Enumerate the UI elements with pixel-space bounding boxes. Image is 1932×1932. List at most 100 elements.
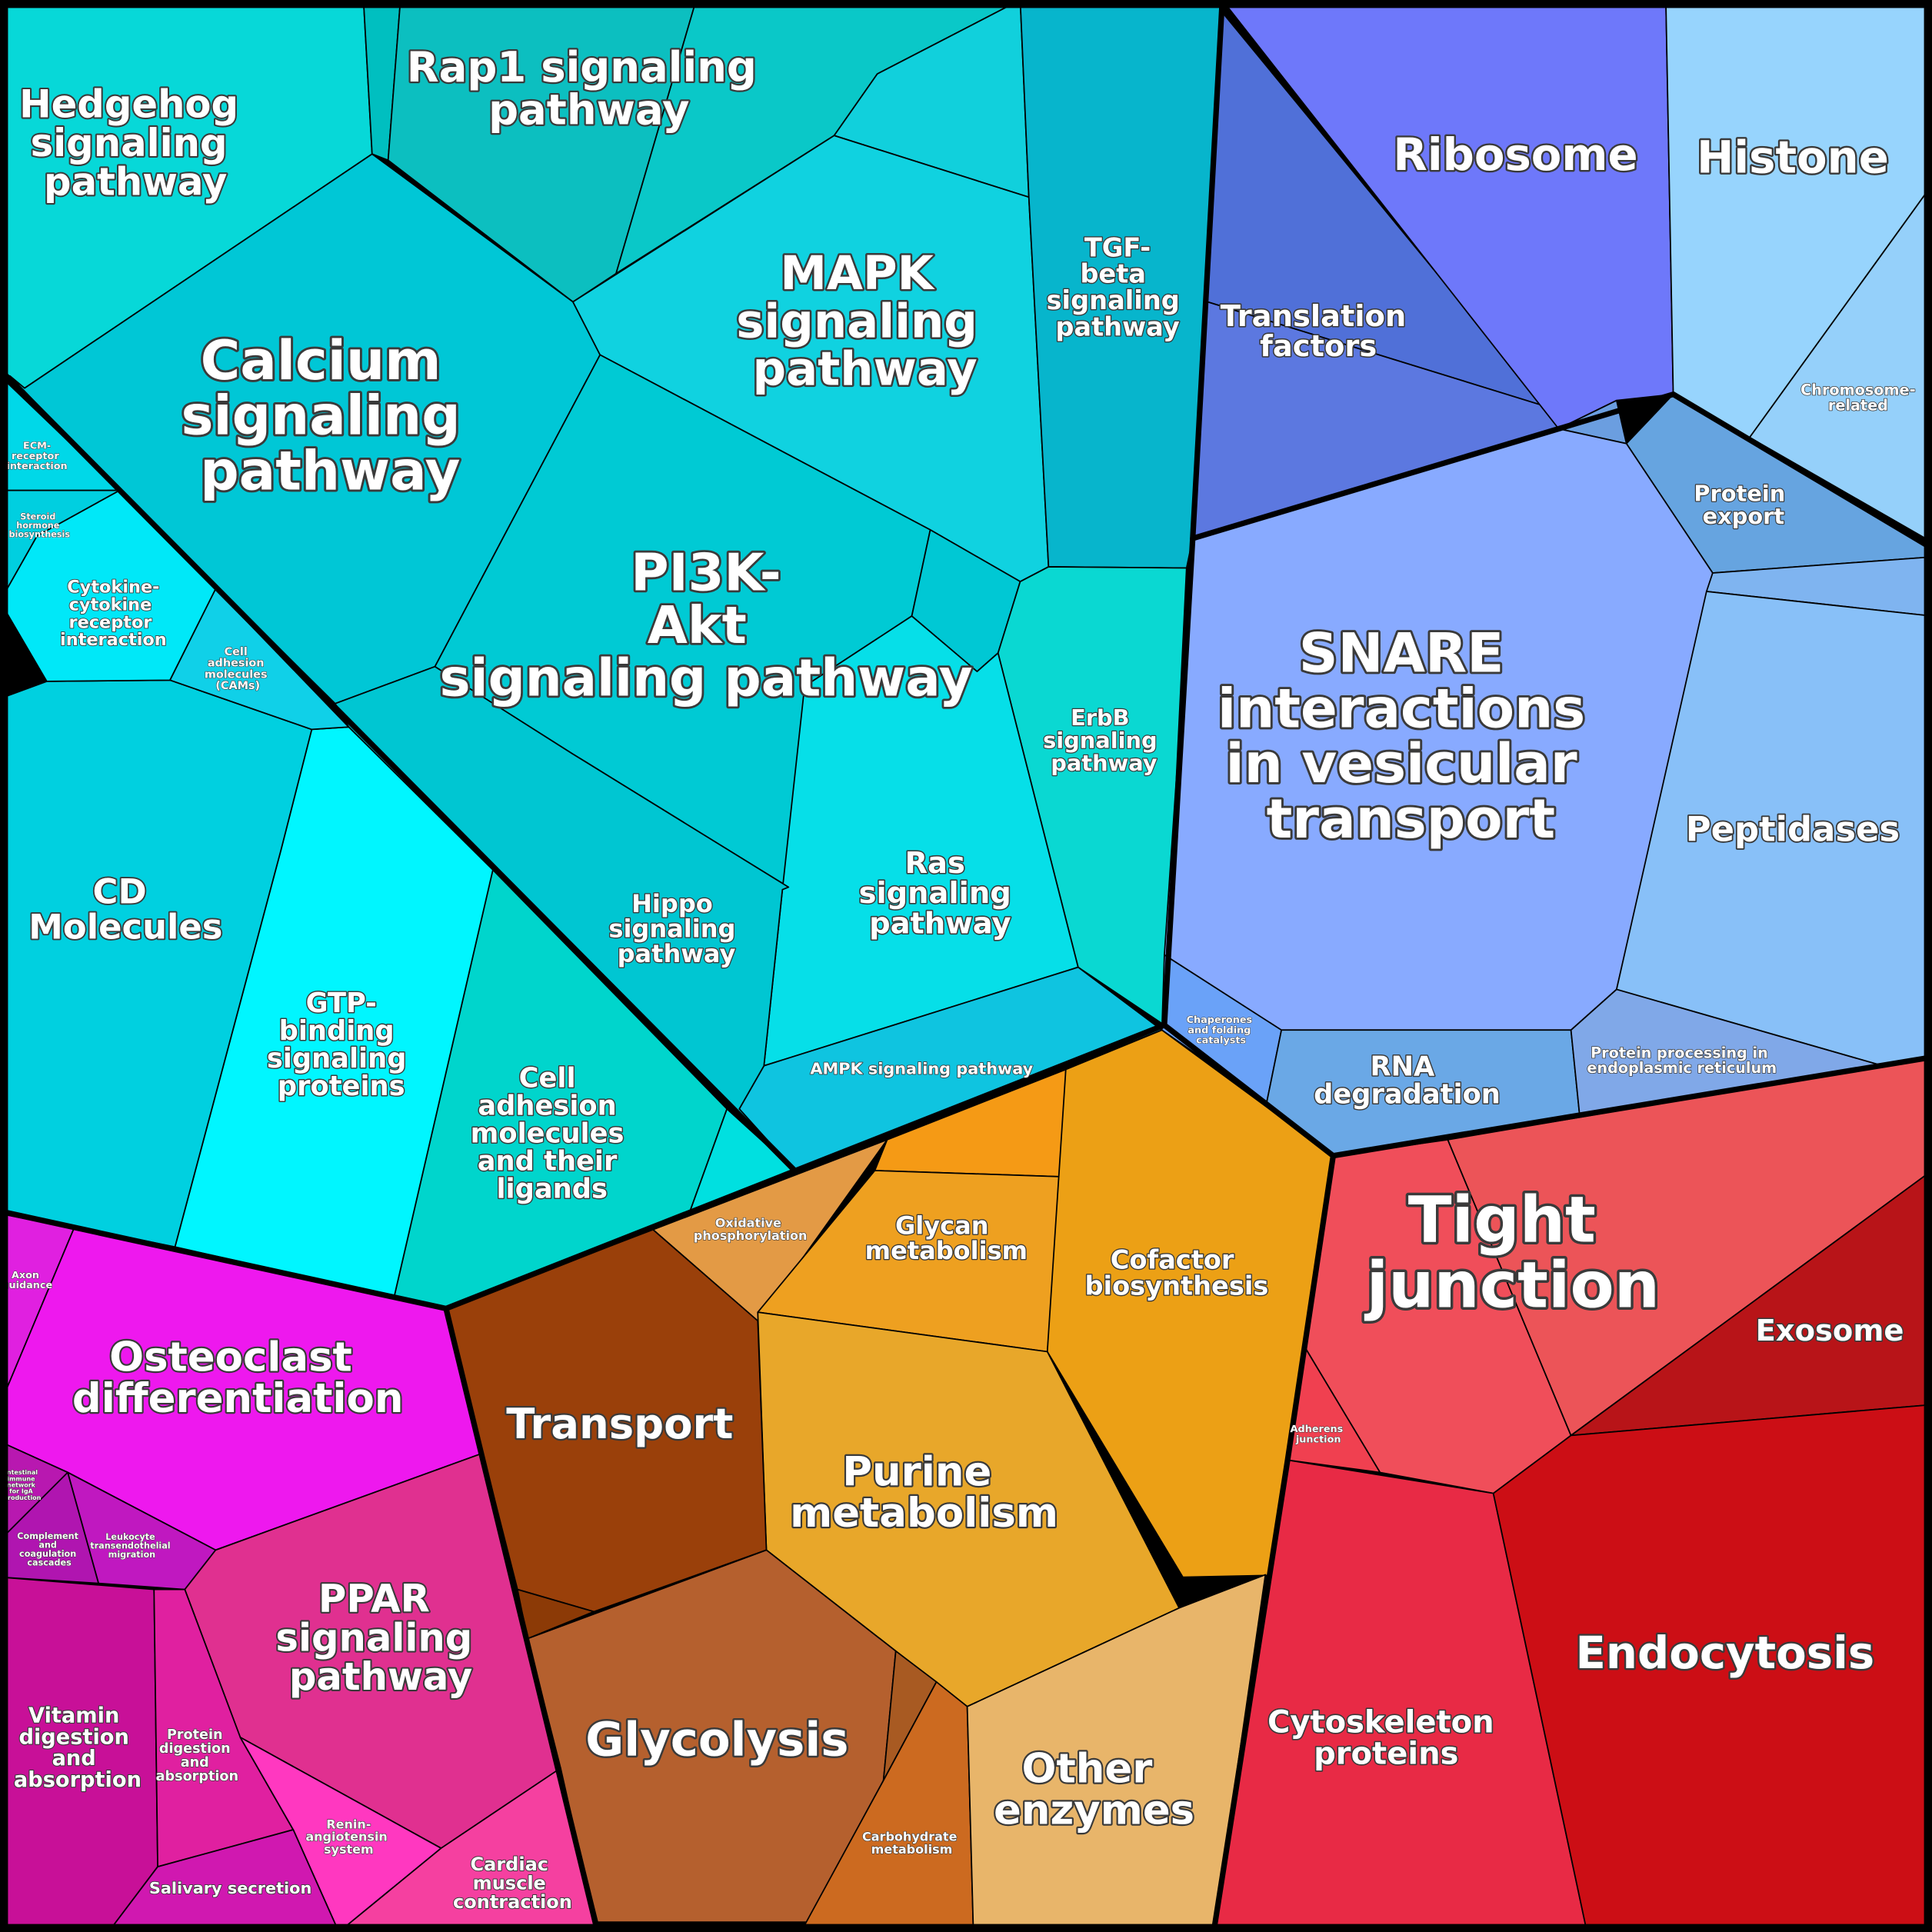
label-line: Intestinal [5,1469,40,1476]
label-line: Molecules [28,906,222,947]
cell-label: Purine metabolism [790,1448,1058,1537]
label-line: proteins [278,1071,405,1102]
cell-label: PI3K-Akt signaling pathway [439,542,972,708]
label-line: cytokine [69,595,158,615]
label-line: Hedgehog [19,82,251,126]
label-line: guidance [2,1280,52,1291]
label-line: signaling [736,294,994,348]
label-line: migration [108,1550,156,1560]
label-line: (CAMs) [215,680,260,692]
label-line: pathway [1055,311,1179,341]
region-border [1211,1153,1337,1932]
label-line: pathway [200,439,460,502]
label-line: MAPK [780,246,950,301]
label-line: pathway [618,939,736,968]
label-line: and [52,1747,104,1770]
label-line: Calcium [201,328,460,391]
label-line: network [7,1481,38,1488]
cell-label: CD Molecules [28,871,222,948]
label-line: pathway [753,341,978,396]
label-line: Endocytosis [1576,1627,1875,1679]
label-line: ECM- [23,440,51,451]
label-line: RNA [1370,1051,1444,1083]
cell-label: Endocytosis [1576,1627,1875,1679]
cell-label: RNA degradation [1314,1051,1501,1111]
label-line: digestion [18,1725,136,1749]
label-line: Purine [842,1448,1005,1495]
label-line: signaling [859,876,1021,911]
cell-label: Ribosome [1393,128,1637,181]
label-line: pathway [289,1654,472,1698]
label-line: Glycan [895,1211,998,1240]
label-line: Cofactor [1111,1244,1244,1274]
label-line: metabolism [865,1236,1028,1265]
label-line: Hippo [631,889,721,918]
cell [239,1736,442,1932]
label-line: absorption [156,1769,238,1784]
cell [1221,0,1674,430]
label-line: Carbohydrate [862,1829,961,1844]
cell-label: Cell adhesion molecules and their ligand… [471,1063,634,1205]
label-line: signaling [1043,727,1165,753]
label-line: biosynthesis [1084,1271,1268,1301]
label-line: SNARE [1299,621,1523,685]
label-line: coagulation [19,1549,79,1559]
label-line: related [1828,396,1888,414]
label-line: differentiation [72,1375,404,1422]
cell-label: Tight junction [1364,1183,1660,1323]
cell-label: Cell adhesion molecules (CAMs) [205,646,271,692]
cell-label: Oxidative phosphorylation [694,1215,807,1242]
cell-label: Chromosome-related [1800,381,1915,414]
cell-label: Rap1 signaling pathway [407,42,771,135]
label-line: Cardiac [470,1854,555,1875]
label-line: Rap1 signaling [407,42,771,92]
label-line: adhesion [478,1091,626,1122]
label-line: interaction [60,630,167,650]
label-line: transendothelial [90,1541,173,1551]
label-line: AMPK signaling pathway [810,1060,1033,1078]
label-line: signaling [31,121,241,165]
label-line: Chromosome- [1800,381,1915,398]
label-line: Ribosome [1393,128,1637,181]
label-line: TGF- [1084,232,1151,262]
label-line: proteins [1314,1737,1458,1772]
label-line: interaction [6,460,67,471]
label-line: Oxidative [715,1215,786,1230]
label-line: digestion [159,1741,235,1757]
cell-label: Cytoskeleton proteins [1267,1705,1505,1772]
label-line: and their [478,1145,627,1177]
cell-label: Renin-angiotensin system [305,1817,391,1857]
labels: Hedgehog signaling pathway Rap1 signaling… [2,41,1917,1914]
cell-label: SNARE interactions in vesicular transpor… [1217,621,1604,851]
cell-label: Cofactor biosynthesis [1084,1244,1268,1301]
label-line: Protein processing in [1591,1044,1773,1061]
cell [800,1681,974,1932]
label-line: for IgA [9,1487,35,1494]
cell-label: Axon guidance [2,1269,52,1291]
cell-label: Vitamin digestion and absorption [14,1704,142,1791]
cell [0,489,121,602]
region-border [1190,391,1932,551]
label-line: and [181,1755,214,1770]
cell-label: Ras signaling pathway [859,845,1021,940]
label-line: Salivary secretion [149,1879,311,1897]
label-line: receptor [12,450,62,461]
label-line: Transport [506,1399,733,1448]
label-line: CD [93,871,159,912]
cell [1749,184,1932,543]
label-line: Tight [1408,1183,1618,1257]
cell-label: Complement and coagulation cascades [17,1531,82,1567]
label-line: Osteoclast [109,1334,366,1381]
cell-label: Cytokine-cytokine receptor interaction [60,577,167,650]
cell-label: MAPK signaling pathway [736,246,994,396]
cell-label: Protein digestion and absorption [156,1727,238,1784]
cell-label: Salivary secretion [149,1879,311,1897]
cell-label: Hippo signaling pathway [608,889,744,968]
label-line: metabolism [871,1841,953,1856]
cell-label: Carbohydrate metabolism [862,1829,961,1856]
cell-label: TGF-beta signaling pathway [1047,232,1189,341]
label-line: Cytoskeleton [1267,1705,1505,1740]
cell-label: Exosome [1756,1313,1904,1347]
